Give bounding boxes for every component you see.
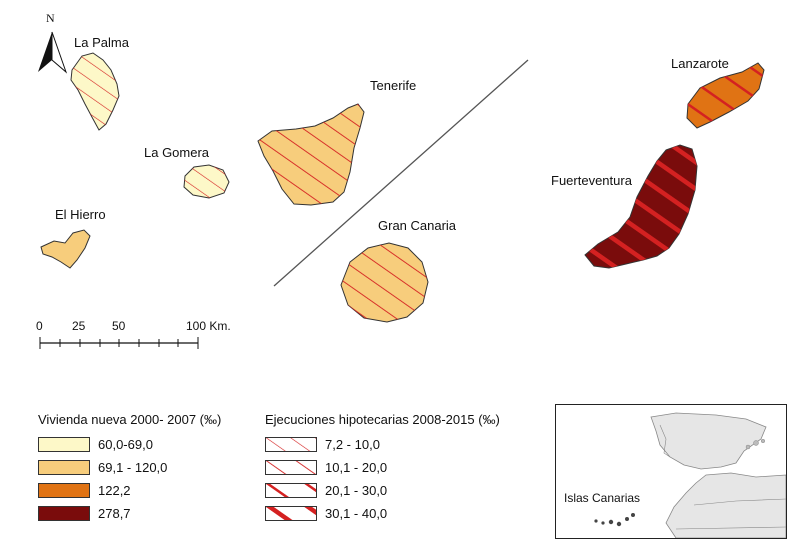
legend-item-label: 278,7 <box>98 506 131 521</box>
legend-item-label: 7,2 - 10,0 <box>325 437 380 452</box>
label-el-hierro: El Hierro <box>55 207 106 222</box>
hatch-swatch <box>265 460 317 475</box>
legend-ejecuciones: Ejecuciones hipotecarias 2008-2015 (‰) 7… <box>265 412 500 525</box>
legend-item: 30,1 - 40,0 <box>265 502 500 525</box>
label-lanzarote: Lanzarote <box>671 56 729 71</box>
inset-map-graphic <box>556 405 786 538</box>
legend-swatch <box>38 460 90 475</box>
north-label: N <box>46 11 55 25</box>
label-la-gomera: La Gomera <box>144 145 210 160</box>
legend-swatch <box>38 437 90 452</box>
legend-item: 122,2 <box>38 479 221 502</box>
north-arrow-icon: N <box>38 11 68 74</box>
legend-item-label: 30,1 - 40,0 <box>325 506 388 521</box>
scale-label-50: 50 <box>112 319 126 333</box>
legend-item: 10,1 - 20,0 <box>265 456 500 479</box>
legend-item: 69,1 - 120,0 <box>38 456 221 479</box>
scale-label-100: 100 Km. <box>186 319 231 333</box>
separator-line <box>273 59 529 287</box>
label-gran-canaria: Gran Canaria <box>378 218 457 233</box>
island-tenerife <box>257 103 365 206</box>
hatch-swatch <box>265 437 317 452</box>
legend-item: 20,1 - 30,0 <box>265 479 500 502</box>
island-fuerteventura <box>584 144 698 269</box>
legend-vivienda-title: Vivienda nueva 2000- 2007 (‰) <box>38 412 222 427</box>
inset-label: Islas Canarias <box>564 491 641 505</box>
island-la-palma <box>70 52 120 131</box>
label-tenerife: Tenerife <box>370 78 416 93</box>
label-la-palma: La Palma <box>74 35 130 50</box>
scale-label-25: 25 <box>72 319 86 333</box>
legend-vivienda: Vivienda nueva 2000- 2007 (‰) 60,0-69,0 … <box>38 412 221 525</box>
hatch-swatch <box>265 483 317 498</box>
legend-item-label: 69,1 - 120,0 <box>98 460 168 475</box>
island-gran-canaria <box>340 242 429 323</box>
legend-swatch <box>38 483 90 498</box>
legend-ejecuciones-title: Ejecuciones hipotecarias 2008-2015 (‰) <box>265 412 500 427</box>
legend-item: 60,0-69,0 <box>38 433 221 456</box>
island-lanzarote <box>686 62 765 129</box>
legend-item-label: 20,1 - 30,0 <box>325 483 388 498</box>
legend-item-label: 10,1 - 20,0 <box>325 460 388 475</box>
legend-item: 7,2 - 10,0 <box>265 433 500 456</box>
scale-bar: 0 25 50 100 Km. <box>36 319 231 349</box>
scale-label-0: 0 <box>36 319 43 333</box>
island-la-gomera <box>183 164 230 199</box>
legend-item-label: 60,0-69,0 <box>98 437 153 452</box>
hatch-swatch <box>265 506 317 521</box>
inset-locator-map: Islas Canarias <box>555 404 787 539</box>
legend-item-label: 122,2 <box>98 483 131 498</box>
island-el-hierro <box>40 229 91 269</box>
legend-swatch <box>38 506 90 521</box>
legend-item: 278,7 <box>38 502 221 525</box>
label-fuerteventura: Fuerteventura <box>551 173 633 188</box>
